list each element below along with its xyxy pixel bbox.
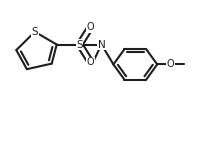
Text: O: O bbox=[87, 57, 94, 67]
Text: S: S bbox=[31, 27, 38, 37]
Text: O: O bbox=[87, 22, 94, 32]
Text: S: S bbox=[76, 40, 83, 49]
Text: O: O bbox=[167, 59, 175, 69]
Text: N: N bbox=[98, 40, 105, 49]
